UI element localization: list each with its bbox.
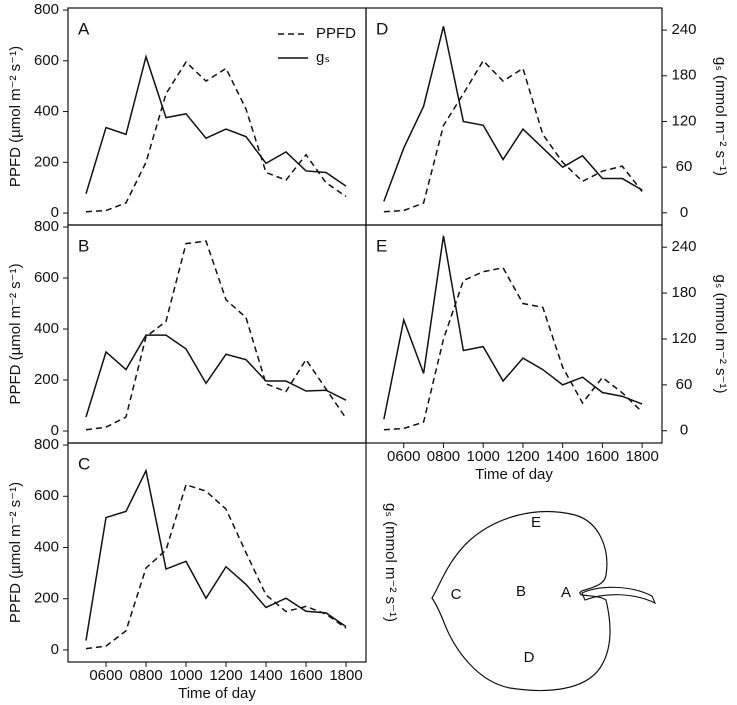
leaf-petiole — [581, 586, 657, 605]
x-tick-label: 1600 — [289, 667, 322, 684]
x-tick-label: 0600 — [89, 667, 122, 684]
x-axis-label: Time of day — [475, 466, 553, 483]
x-tick-label: 1200 — [506, 448, 539, 465]
x-tick-label: 0800 — [427, 448, 460, 465]
y-tick-label: 400 — [34, 320, 59, 337]
panel: E 0 60 120 180 240 0600 0800 1000 1200 1400 1600 180… — [365, 224, 729, 483]
y2-tick-label: 0 — [680, 422, 688, 439]
x-tick-label: 1800 — [625, 448, 658, 465]
series-line — [383, 26, 643, 202]
x-axis-label: Time of day — [178, 685, 256, 702]
panel: B 0 200 400 600 800 PPFD (µmol m⁻² s⁻¹) — [7, 218, 367, 444]
x-tick-label: 1400 — [546, 448, 579, 465]
leaf-label: E — [531, 514, 541, 531]
leaf-label: A — [561, 584, 571, 601]
legend-label: PPFD — [316, 25, 356, 42]
series-line — [383, 235, 643, 420]
series-line — [85, 468, 347, 641]
y2-tick-label: 180 — [671, 67, 696, 84]
y-tick-label: 600 — [34, 269, 59, 286]
leaf-label: D — [524, 649, 535, 666]
panel-letter: A — [78, 19, 90, 38]
series-line — [85, 240, 347, 431]
y2-tick-label: 120 — [671, 330, 696, 347]
y-axis-label: PPFD (µmol m⁻² s⁻¹) — [7, 263, 24, 404]
x-tick-label: 1000 — [169, 667, 202, 684]
panel-letter: D — [376, 19, 388, 38]
y2-tick-label: 240 — [671, 21, 696, 38]
y-axis-label: PPFD (µmol m⁻² s⁻¹) — [7, 482, 24, 623]
x-tick-label: 1200 — [209, 667, 242, 684]
panel-letter: B — [78, 236, 89, 255]
y2-tick-label: 120 — [671, 112, 696, 129]
y-tick-label: 200 — [34, 153, 59, 170]
y-tick-label: 800 — [34, 436, 59, 453]
panel-frame — [365, 7, 663, 226]
panel-letter: C — [78, 454, 90, 473]
y2-tick-label: 180 — [671, 284, 696, 301]
series-line — [85, 60, 347, 213]
series-line — [383, 59, 643, 213]
y2-tick-label: 60 — [676, 158, 693, 175]
y-tick-label: 200 — [34, 590, 59, 607]
panel-frame — [365, 224, 663, 444]
series-line — [383, 266, 643, 431]
y2-tick-label: 240 — [671, 238, 696, 255]
y-tick-label: 600 — [34, 487, 59, 504]
y2-axis-label: gₛ (mmol m⁻² s⁻¹) — [382, 503, 399, 622]
x-tick-label: 1800 — [329, 667, 362, 684]
leaf-diagram: E C B A D — [431, 511, 657, 692]
leaf-label: B — [516, 583, 526, 600]
y2-axis-label: gₛ (mmol m⁻² s⁻¹) — [712, 275, 729, 394]
panel-letter: E — [376, 236, 387, 255]
y-tick-label: 400 — [34, 103, 59, 120]
x-tick-label: 1000 — [467, 448, 500, 465]
y2-axis-label: gₛ (mmol m⁻² s⁻¹) — [712, 57, 729, 176]
y-tick-label: 600 — [34, 52, 59, 69]
y-tick-label: 0 — [51, 641, 59, 658]
series-line — [85, 483, 347, 650]
x-tick-label: 1400 — [249, 667, 282, 684]
y-tick-label: 200 — [34, 371, 59, 388]
panel-frame — [67, 224, 367, 444]
y-tick-label: 0 — [51, 422, 59, 439]
x-tick-label: 0600 — [387, 448, 420, 465]
y-tick-label: 800 — [34, 1, 59, 18]
panel: C 0 200 400 600 800 0600 0800 1000 1200 1400 1600 18… — [7, 436, 399, 702]
series-line — [85, 54, 347, 194]
y-tick-label: 800 — [34, 218, 59, 235]
y2-tick-label: 60 — [676, 376, 693, 393]
y-axis-label: PPFD (µmol m⁻² s⁻¹) — [7, 46, 24, 187]
panel: D 0 60 120 180 240 gₛ (mmol m⁻² s⁻¹) — [365, 7, 729, 226]
leaf-label: C — [451, 586, 462, 603]
panel: A 0 200 400 600 800 PPFD (µmol m⁻² s⁻¹) PPFD gₛ — [7, 1, 367, 226]
x-tick-label: 0800 — [129, 667, 162, 684]
leaf-outline — [431, 511, 611, 692]
series-line — [85, 334, 347, 418]
y-tick-label: 400 — [34, 538, 59, 555]
legend-label: gₛ — [316, 49, 330, 66]
y-tick-label: 0 — [51, 204, 59, 221]
panel-frame — [67, 442, 367, 663]
x-tick-label: 1600 — [586, 448, 619, 465]
y2-tick-label: 0 — [680, 204, 688, 221]
